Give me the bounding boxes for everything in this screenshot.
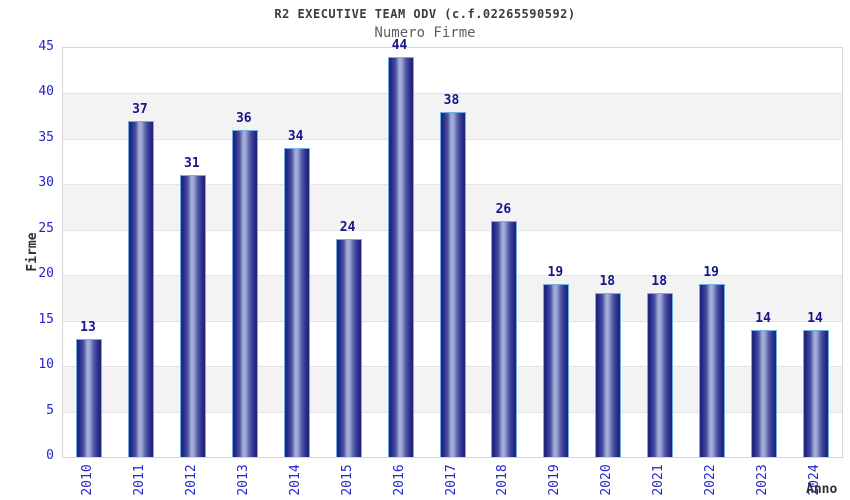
bar-2021	[647, 293, 674, 457]
y-tick-25: 25	[38, 220, 54, 236]
y-tick-5: 5	[46, 402, 54, 418]
value-label-2020: 18	[599, 274, 616, 290]
x-tick-2022: 2022	[703, 464, 719, 496]
bar-2024	[803, 329, 830, 457]
value-label-2012: 31	[184, 156, 200, 172]
chart-title: R2 EXECUTIVE TEAM ODV (c.f.02265590592)	[274, 7, 576, 21]
y-tick-40: 40	[38, 84, 54, 100]
y-tick-45: 45	[38, 39, 54, 54]
value-label-2010: 13	[80, 319, 96, 335]
value-label-2021: 18	[651, 274, 668, 290]
value-label-2011: 37	[132, 101, 148, 117]
value-label-2016: 44	[391, 38, 408, 54]
value-label-2019: 19	[547, 265, 564, 281]
bar-2011	[127, 120, 154, 457]
bar-2016	[387, 57, 414, 457]
x-tick-2020: 2020	[599, 464, 615, 496]
x-tick-2018: 2018	[495, 464, 511, 496]
x-tick-2011: 2011	[131, 464, 147, 496]
x-tick-2023: 2023	[755, 464, 771, 496]
y-tick-10: 10	[38, 357, 54, 373]
x-tick-2010: 2010	[79, 464, 95, 496]
bar-2018	[491, 220, 518, 457]
bar-2023	[751, 329, 778, 457]
bar-2020	[595, 293, 622, 457]
chart-subtitle: Numero Firme	[374, 25, 476, 41]
bar-2015	[335, 238, 362, 457]
value-label-2014: 34	[287, 128, 304, 144]
bar-2014	[283, 147, 310, 457]
bar-2012	[179, 175, 206, 457]
value-label-2022: 19	[703, 265, 719, 281]
bar-2010	[75, 338, 102, 457]
y-tick-0: 0	[46, 448, 54, 463]
x-tick-2016: 2016	[391, 464, 407, 496]
x-axis-title: Anno	[806, 482, 838, 497]
value-label-2023: 14	[755, 310, 771, 326]
y-tick-20: 20	[38, 266, 54, 282]
value-label-2015: 24	[339, 219, 356, 235]
x-tick-2015: 2015	[339, 464, 355, 496]
y-tick-35: 35	[38, 129, 54, 145]
bar-2022	[699, 284, 726, 457]
bar-2019	[543, 284, 570, 457]
plot-band	[63, 48, 842, 94]
x-tick-2019: 2019	[547, 464, 563, 496]
x-tick-2021: 2021	[651, 464, 667, 496]
value-label-2024: 14	[807, 310, 823, 326]
value-label-2018: 26	[495, 201, 512, 217]
y-axis-title: Firme	[25, 232, 40, 272]
plot-area	[62, 47, 843, 458]
x-tick-2012: 2012	[183, 464, 199, 496]
x-tick-2017: 2017	[443, 464, 459, 496]
x-tick-2013: 2013	[235, 464, 251, 496]
x-tick-2014: 2014	[287, 464, 303, 496]
bar-2013	[231, 129, 258, 457]
value-label-2013: 36	[235, 110, 252, 126]
value-label-2017: 38	[443, 92, 460, 108]
bar-2017	[439, 111, 466, 457]
y-tick-30: 30	[38, 175, 54, 191]
y-tick-15: 15	[38, 311, 54, 327]
